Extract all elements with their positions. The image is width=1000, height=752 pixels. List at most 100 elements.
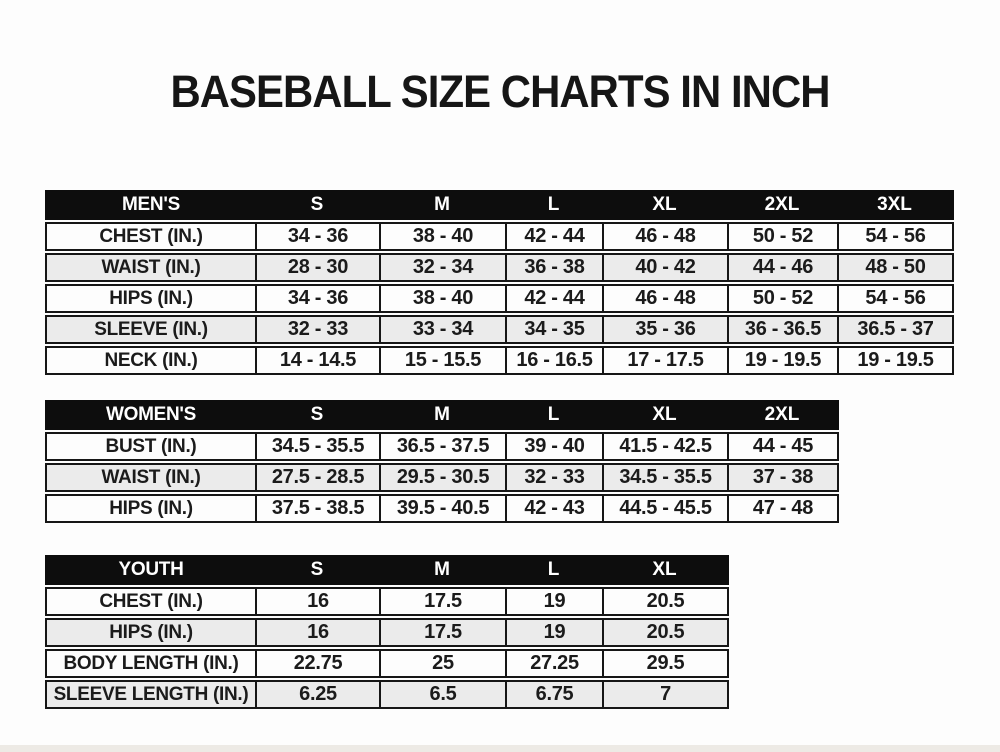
- measurement-value: 19 - 19.5: [727, 348, 837, 373]
- measurement-value: 42 - 44: [505, 224, 602, 249]
- group-label: MEN'S: [122, 194, 180, 215]
- size-column-header: L: [547, 559, 560, 580]
- measurement-value: 29.5: [602, 651, 727, 676]
- table-row: HIPS (IN.) 16 17.5 19 20.5: [45, 618, 729, 647]
- measurement-value: 54 - 56: [837, 224, 952, 249]
- table-header-row: WOMEN'S S M L XL 2XL: [45, 400, 839, 430]
- measurement-value: 16: [255, 620, 379, 645]
- size-column-header: S: [310, 559, 324, 580]
- measurement-value: 32 - 33: [255, 317, 379, 342]
- row-label: CHEST (IN.): [99, 590, 203, 612]
- scan-edge-artifact: [0, 745, 1000, 752]
- womens-size-table: WOMEN'S S M L XL 2XL BUST (IN.) 34.5 - 35.5 36.5…: [45, 400, 839, 525]
- table-row: CHEST (IN.) 16 17.5 19 20.5: [45, 587, 729, 616]
- row-label: BUST (IN.): [105, 435, 197, 457]
- table-header-row: YOUTH S M L XL: [45, 555, 729, 585]
- size-column-header: XL: [652, 559, 677, 580]
- table-header-row: MEN'S S M L XL 2XL 3XL: [45, 190, 954, 220]
- measurement-value: 25: [379, 651, 505, 676]
- measurement-value: 34 - 36: [255, 286, 379, 311]
- row-label: WAIST (IN.): [101, 466, 201, 488]
- measurement-value: 44 - 45: [727, 434, 837, 459]
- measurement-value: 44.5 - 45.5: [602, 496, 727, 521]
- measurement-value: 28 - 30: [255, 255, 379, 280]
- size-column-header: L: [547, 404, 560, 425]
- measurement-value: 38 - 40: [379, 286, 505, 311]
- measurement-value: 27.5 - 28.5: [255, 465, 379, 490]
- measurement-value: 36.5 - 37.5: [379, 434, 505, 459]
- measurement-value: 22.75: [255, 651, 379, 676]
- table-row: BODY LENGTH (IN.) 22.75 25 27.25 29.5: [45, 649, 729, 678]
- size-column-header: XL: [652, 404, 677, 425]
- measurement-value: 34.5 - 35.5: [602, 465, 727, 490]
- row-label: WAIST (IN.): [101, 256, 201, 278]
- table-row: HIPS (IN.) 37.5 - 38.5 39.5 - 40.5 42 - 43 4…: [45, 494, 839, 523]
- youth-size-table: YOUTH S M L XL CHEST (IN.) 16 17.5 19 20.5 HIPS (I…: [45, 555, 729, 711]
- size-column-header: S: [310, 404, 324, 425]
- measurement-value: 36 - 38: [505, 255, 602, 280]
- measurement-value: 14 - 14.5: [255, 348, 379, 373]
- measurement-value: 7: [602, 682, 727, 707]
- measurement-value: 17 - 17.5: [602, 348, 727, 373]
- row-label: HIPS (IN.): [109, 621, 193, 643]
- row-label: SLEEVE (IN.): [94, 318, 208, 340]
- row-label: HIPS (IN.): [109, 497, 193, 519]
- group-label: YOUTH: [118, 559, 184, 580]
- measurement-value: 42 - 44: [505, 286, 602, 311]
- measurement-value: 6.5: [379, 682, 505, 707]
- measurement-value: 35 - 36: [602, 317, 727, 342]
- table-row: WAIST (IN.) 27.5 - 28.5 29.5 - 30.5 32 - 33…: [45, 463, 839, 492]
- measurement-value: 19: [505, 620, 602, 645]
- table-row: SLEEVE LENGTH (IN.) 6.25 6.5 6.75 7: [45, 680, 729, 709]
- measurement-value: 37.5 - 38.5: [255, 496, 379, 521]
- measurement-value: 16 - 16.5: [505, 348, 602, 373]
- row-label: NECK (IN.): [104, 349, 198, 371]
- measurement-value: 20.5: [602, 589, 727, 614]
- size-column-header: 3XL: [877, 194, 912, 215]
- measurement-value: 32 - 34: [379, 255, 505, 280]
- measurement-value: 40 - 42: [602, 255, 727, 280]
- row-label: HIPS (IN.): [109, 287, 193, 309]
- measurement-value: 39.5 - 40.5: [379, 496, 505, 521]
- measurement-value: 34 - 36: [255, 224, 379, 249]
- measurement-value: 50 - 52: [727, 286, 837, 311]
- row-label: SLEEVE LENGTH (IN.): [53, 683, 249, 705]
- measurement-value: 46 - 48: [602, 286, 727, 311]
- group-label: WOMEN'S: [105, 404, 197, 425]
- table-row: CHEST (IN.) 34 - 36 38 - 40 42 - 44 46 - 48 5…: [45, 222, 954, 251]
- measurement-value: 32 - 33: [505, 465, 602, 490]
- measurement-value: 6.75: [505, 682, 602, 707]
- measurement-value: 16: [255, 589, 379, 614]
- measurement-value: 17.5: [379, 589, 505, 614]
- table-row: WAIST (IN.) 28 - 30 32 - 34 36 - 38 40 - 42 4…: [45, 253, 954, 282]
- measurement-value: 37 - 38: [727, 465, 837, 490]
- size-column-header: M: [434, 194, 450, 215]
- measurement-value: 36 - 36.5: [727, 317, 837, 342]
- measurement-value: 41.5 - 42.5: [602, 434, 727, 459]
- measurement-value: 33 - 34: [379, 317, 505, 342]
- measurement-value: 19: [505, 589, 602, 614]
- measurement-value: 17.5: [379, 620, 505, 645]
- measurement-value: 50 - 52: [727, 224, 837, 249]
- measurement-value: 6.25: [255, 682, 379, 707]
- row-label: BODY LENGTH (IN.): [63, 652, 239, 674]
- measurement-value: 48 - 50: [837, 255, 952, 280]
- size-column-header: S: [310, 194, 324, 215]
- measurement-value: 29.5 - 30.5: [379, 465, 505, 490]
- measurement-value: 36.5 - 37: [837, 317, 952, 342]
- measurement-value: 34.5 - 35.5: [255, 434, 379, 459]
- measurement-value: 54 - 56: [837, 286, 952, 311]
- measurement-value: 47 - 48: [727, 496, 837, 521]
- table-row: NECK (IN.) 14 - 14.5 15 - 15.5 16 - 16.5 17 …: [45, 346, 954, 375]
- measurement-value: 15 - 15.5: [379, 348, 505, 373]
- size-column-header: XL: [652, 194, 677, 215]
- size-column-header: 2XL: [764, 404, 800, 425]
- table-row: HIPS (IN.) 34 - 36 38 - 40 42 - 44 46 - 48 50…: [45, 284, 954, 313]
- table-row: BUST (IN.) 34.5 - 35.5 36.5 - 37.5 39 - 40 4…: [45, 432, 839, 461]
- measurement-value: 19 - 19.5: [837, 348, 952, 373]
- page-title: BASEBALL SIZE CHARTS IN INCH: [170, 66, 830, 117]
- size-column-header: M: [434, 559, 450, 580]
- measurement-value: 27.25: [505, 651, 602, 676]
- measurement-value: 20.5: [602, 620, 727, 645]
